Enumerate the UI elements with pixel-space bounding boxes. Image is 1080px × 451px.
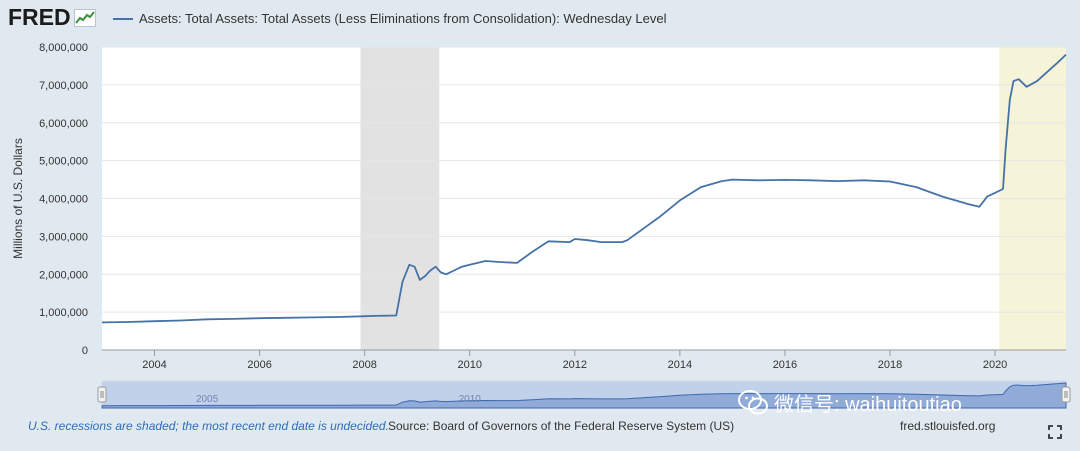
chart-legend[interactable]: Assets: Total Assets: Total Assets (Less… <box>113 11 666 26</box>
navigator-label: 2005 <box>196 394 219 405</box>
x-tick-label: 2004 <box>142 359 166 371</box>
x-tick-label: 2016 <box>773 359 797 371</box>
fred-link[interactable]: fred.stlouisfed.org <box>900 419 996 433</box>
legend-label: Assets: Total Assets: Total Assets (Less… <box>139 11 667 26</box>
y-axis-title: Millions of U.S. Dollars <box>11 138 25 259</box>
series-line <box>101 53 1067 324</box>
y-tick-label: 3,000,000 <box>39 231 88 243</box>
x-tick-label: 2006 <box>247 359 271 371</box>
wechat-watermark: 微信号: waihuitoutiao <box>738 388 962 417</box>
fred-graph-icon <box>73 8 96 27</box>
source-text: Source: Board of Governors of the Federa… <box>388 419 735 433</box>
x-tick-label: 2018 <box>878 359 902 371</box>
x-tick-label: 2008 <box>352 359 376 371</box>
y-tick-label: 6,000,000 <box>39 118 88 130</box>
y-tick-label: 5,000,000 <box>39 156 88 168</box>
y-tick-label: 1,000,000 <box>39 307 88 319</box>
navigator[interactable]: 2005 2010 <box>97 380 1071 409</box>
fullscreen-icon[interactable] <box>1048 425 1062 439</box>
x-tick-label: 2012 <box>563 359 587 371</box>
legend-swatch <box>113 17 133 20</box>
y-tick-label: 8,000,000 <box>39 42 88 54</box>
fred-logo-text: FRED <box>8 4 71 30</box>
axes: 0 1,000,000 2,000,000 3,000,000 4,000,000 5,0… <box>11 42 1066 371</box>
y-tick-label: 7,000,000 <box>39 80 88 92</box>
y-tick-label: 4,000,000 <box>39 194 88 206</box>
wechat-icon <box>738 389 768 414</box>
recession-note: U.S. recessions are shaded; the most rec… <box>28 419 389 433</box>
watermark-text: 微信号: waihuitoutiao <box>774 394 962 416</box>
x-tick-label: 2010 <box>457 359 481 371</box>
y-tick-label: 0 <box>82 345 88 357</box>
navigator-handle-right[interactable] <box>1061 386 1071 403</box>
y-tick-label: 2,000,000 <box>39 269 88 281</box>
x-tick-label: 2020 <box>983 359 1007 371</box>
navigator-label: 2010 <box>459 394 482 405</box>
plot-area <box>101 46 1067 351</box>
navigator-handle-left[interactable] <box>97 386 107 403</box>
navigator-series <box>101 382 1067 409</box>
fred-logo[interactable]: FRED <box>8 4 96 31</box>
x-tick-label: 2014 <box>668 359 692 371</box>
